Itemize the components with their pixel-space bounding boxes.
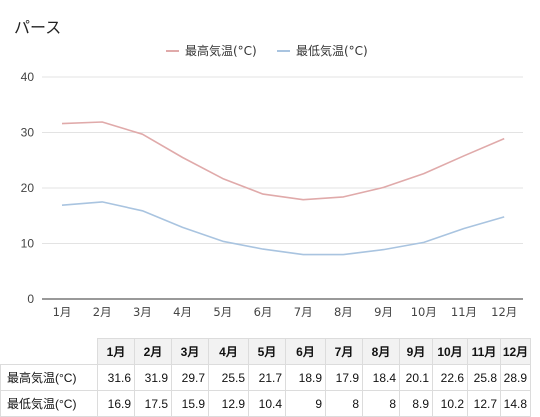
table-header-cell: 8月 xyxy=(362,338,400,365)
x-tick-label: 7月 xyxy=(294,305,313,319)
x-tick-label: 1月 xyxy=(53,305,72,319)
table-cell: 21.7 xyxy=(248,364,286,391)
table-cell: 31.9 xyxy=(134,364,172,391)
x-tick-label: 6月 xyxy=(254,305,273,319)
y-tick-label: 20 xyxy=(21,181,35,195)
x-tick-label: 9月 xyxy=(374,305,393,319)
table-cell: 25.5 xyxy=(208,364,249,391)
table-cell: 25.8 xyxy=(467,364,501,391)
legend-label: 最低気温(°C) xyxy=(296,43,368,58)
y-tick-label: 40 xyxy=(21,70,35,84)
y-tick-label: 10 xyxy=(21,237,35,251)
table-header-cell: 4月 xyxy=(208,338,249,365)
x-tick-label: 5月 xyxy=(213,305,232,319)
line-chart: 最高気温(°C) 最低気温(°C) 0 10 20 30 40 1月 2月 3月 4月 5月 6月 7… xyxy=(21,43,523,319)
table-cell: 18.9 xyxy=(285,364,326,391)
table-header-cell: 6月 xyxy=(285,338,326,365)
x-tick-label: 11月 xyxy=(451,305,477,319)
x-tick-label: 8月 xyxy=(334,305,353,319)
table-header-cell: 1月 xyxy=(97,338,135,365)
table-header-cell: 12月 xyxy=(500,338,531,365)
table-header-cell: 5月 xyxy=(248,338,286,365)
table-cell: 29.7 xyxy=(171,364,209,391)
x-tick-label: 10月 xyxy=(411,305,437,319)
table-cell: 18.4 xyxy=(362,364,400,391)
table-header-cell: 2月 xyxy=(134,338,172,365)
x-tick-label: 3月 xyxy=(133,305,152,319)
series-line-1 xyxy=(61,201,505,256)
table-row-label: 最高気温(°C) xyxy=(0,364,98,391)
legend: 最高気温(°C) 最低気温(°C) xyxy=(166,43,368,58)
series-line-0 xyxy=(61,121,505,201)
x-tick-label: 2月 xyxy=(93,305,112,319)
table-header-cell: 11月 xyxy=(467,338,501,365)
y-tick-label: 0 xyxy=(27,292,34,306)
y-axis-ticks: 0 10 20 30 40 xyxy=(21,70,35,306)
table-cell: 17.9 xyxy=(325,364,363,391)
table-corner xyxy=(0,338,98,365)
x-axis-ticks: 1月 2月 3月 4月 5月 6月 7月 8月 9月 10月 11月 12月 xyxy=(53,305,518,319)
table-header-cell: 10月 xyxy=(432,338,468,365)
table-cell: 28.9 xyxy=(500,364,531,391)
gridlines xyxy=(42,76,523,300)
x-tick-label: 4月 xyxy=(173,305,192,319)
table-row: 最高気温(°C) 31.6 31.9 29.7 25.5 21.7 18.9 17.9 18.4… xyxy=(0,364,531,391)
table-cell: 31.6 xyxy=(97,364,135,391)
table-cell: 22.6 xyxy=(432,364,468,391)
table-header-cell: 3月 xyxy=(171,338,209,365)
table-header-row: 1月 2月 3月 4月 5月 6月 7月 8月 9月 10月 11月 12月 xyxy=(0,338,531,365)
data-table: 1月 2月 3月 4月 5月 6月 7月 8月 9月 10月 11月 12月 最高気温(°C) 31.6… xyxy=(0,338,531,417)
table-header-cell: 9月 xyxy=(399,338,433,365)
table-cell: 20.1 xyxy=(399,364,433,391)
legend-label: 最高気温(°C) xyxy=(185,43,257,58)
table-header-cell: 7月 xyxy=(325,338,363,365)
series-lines xyxy=(61,121,505,256)
x-tick-label: 12月 xyxy=(491,305,517,319)
chart-title: パース xyxy=(14,18,62,37)
y-tick-label: 30 xyxy=(21,126,35,140)
